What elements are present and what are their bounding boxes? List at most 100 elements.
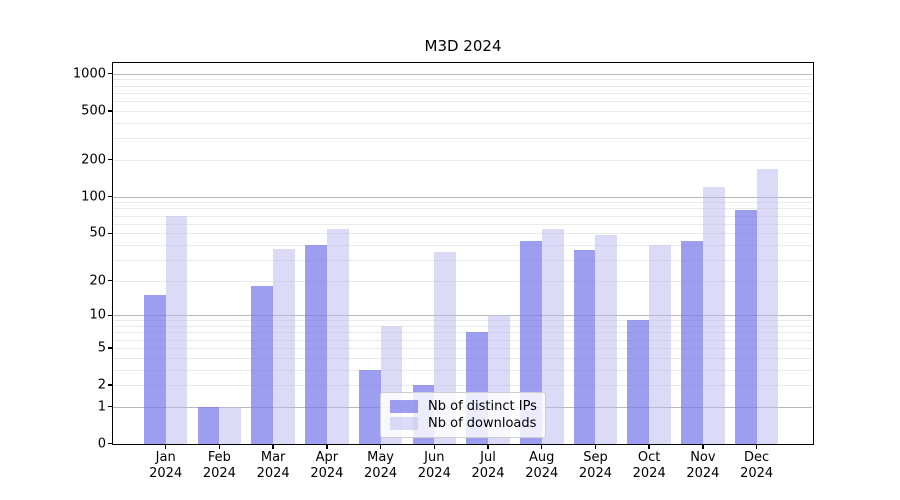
y-tick-label: 5 bbox=[97, 340, 106, 356]
bar-downloads-sep bbox=[595, 235, 618, 444]
x-tick-mark bbox=[755, 443, 758, 449]
x-tick-label: Mar 2024 bbox=[256, 449, 290, 482]
bar-downloads-aug bbox=[541, 229, 564, 444]
bar-downloads-dec bbox=[756, 169, 779, 444]
gridline-minor bbox=[113, 233, 813, 235]
bar-distinct-ips-dec bbox=[734, 210, 757, 444]
gridline-minor bbox=[113, 79, 813, 81]
x-tick-mark bbox=[165, 443, 167, 449]
y-tick-mark bbox=[107, 73, 113, 75]
x-tick-mark bbox=[379, 443, 382, 449]
gridline-minor bbox=[113, 85, 813, 87]
gridline-minor bbox=[113, 138, 813, 140]
bar-distinct-ips-feb bbox=[197, 406, 220, 444]
x-tick-label: Nov 2024 bbox=[686, 449, 720, 482]
x-tick-label: Dec 2024 bbox=[740, 449, 774, 482]
bar-downloads-apr bbox=[326, 229, 349, 444]
y-tick-mark bbox=[107, 195, 113, 198]
x-tick-mark bbox=[272, 443, 274, 449]
gridline-minor bbox=[113, 280, 813, 282]
x-tick-label: Aug 2024 bbox=[525, 449, 559, 482]
bar-downloads-nov bbox=[702, 186, 725, 444]
gridline-minor bbox=[113, 215, 813, 217]
x-tick-label: Oct 2024 bbox=[632, 449, 666, 482]
gridline-minor bbox=[113, 92, 813, 94]
y-tick-label: 2 bbox=[97, 377, 106, 393]
gridline-minor bbox=[113, 223, 813, 225]
gridline-minor bbox=[113, 122, 813, 124]
x-tick-mark bbox=[433, 443, 435, 449]
gridline-minor bbox=[113, 332, 813, 334]
y-tick-label: 20 bbox=[89, 273, 106, 289]
legend-swatch-distinct-ips bbox=[390, 400, 418, 413]
x-tick-mark bbox=[218, 443, 221, 449]
gridline-minor bbox=[113, 110, 813, 112]
bar-distinct-ips-apr bbox=[305, 244, 327, 444]
legend-label-distinct-ips: Nb of distinct IPs bbox=[428, 399, 537, 414]
bar-distinct-ips-may bbox=[358, 369, 381, 444]
x-tick-label: May 2024 bbox=[364, 449, 398, 482]
gridline-minor bbox=[113, 369, 813, 371]
gridline-minor bbox=[113, 339, 813, 341]
bar-downloads-jan bbox=[165, 215, 188, 444]
y-tick-mark bbox=[107, 232, 113, 234]
gridline-minor bbox=[113, 326, 813, 328]
y-tick-mark bbox=[107, 443, 113, 445]
y-tick-mark bbox=[107, 314, 113, 317]
y-tick-label: 50 bbox=[89, 225, 106, 241]
x-tick-label: Apr 2024 bbox=[310, 449, 344, 482]
x-tick-mark bbox=[487, 443, 489, 449]
x-tick-label: Jan 2024 bbox=[149, 449, 183, 482]
y-tick-label: 0 bbox=[97, 436, 106, 452]
y-tick-label: 1 bbox=[97, 399, 106, 415]
legend-item-distinct-ips: Nb of distinct IPs bbox=[390, 399, 537, 414]
y-tick-label: 500 bbox=[81, 103, 106, 119]
x-tick-mark bbox=[702, 443, 704, 449]
y-tick-mark bbox=[107, 347, 113, 349]
y-tick-mark bbox=[107, 405, 113, 408]
gridline-major bbox=[113, 315, 813, 317]
x-tick-label: Jul 2024 bbox=[471, 449, 505, 482]
x-tick-label: Jun 2024 bbox=[417, 449, 451, 482]
y-tick-label: 100 bbox=[81, 189, 106, 205]
gridline-minor bbox=[113, 202, 813, 204]
gridline-minor bbox=[113, 101, 813, 103]
bar-distinct-ips-nov bbox=[681, 241, 703, 444]
gridline-minor bbox=[113, 347, 813, 349]
bar-distinct-ips-jan bbox=[143, 295, 166, 444]
bar-distinct-ips-oct bbox=[627, 320, 650, 444]
legend: Nb of distinct IPs Nb of downloads bbox=[380, 392, 546, 438]
gridline-major bbox=[113, 196, 813, 198]
x-tick-label: Feb 2024 bbox=[202, 449, 236, 482]
gridline-minor bbox=[113, 320, 813, 322]
x-tick-mark bbox=[648, 443, 650, 449]
gridline-minor bbox=[113, 384, 813, 386]
bar-distinct-ips-sep bbox=[573, 250, 596, 444]
gridline-minor bbox=[113, 357, 813, 359]
legend-label-downloads: Nb of downloads bbox=[428, 416, 537, 431]
y-tick-mark bbox=[107, 384, 113, 386]
gridline-minor bbox=[113, 244, 813, 246]
x-tick-mark bbox=[594, 443, 597, 449]
y-tick-mark bbox=[107, 159, 113, 161]
bar-downloads-mar bbox=[273, 248, 295, 444]
y-tick-label: 10 bbox=[89, 307, 106, 323]
y-tick-mark bbox=[107, 110, 113, 112]
bar-distinct-ips-mar bbox=[251, 286, 274, 444]
y-tick-label: 1000 bbox=[72, 66, 106, 82]
legend-swatch-downloads bbox=[390, 417, 418, 430]
gridline-minor bbox=[113, 259, 813, 261]
gridline-minor bbox=[113, 159, 813, 161]
x-tick-mark bbox=[326, 443, 328, 449]
x-tick-label: Sep 2024 bbox=[578, 449, 612, 482]
legend-item-downloads: Nb of downloads bbox=[390, 416, 536, 431]
bar-downloads-feb bbox=[219, 406, 242, 444]
gridline-minor bbox=[113, 208, 813, 210]
bar-downloads-oct bbox=[649, 244, 671, 444]
chart-title: M3D 2024 bbox=[424, 37, 502, 55]
x-tick-mark bbox=[541, 443, 543, 449]
y-tick-label: 200 bbox=[81, 152, 106, 168]
gridline-major bbox=[113, 73, 813, 75]
